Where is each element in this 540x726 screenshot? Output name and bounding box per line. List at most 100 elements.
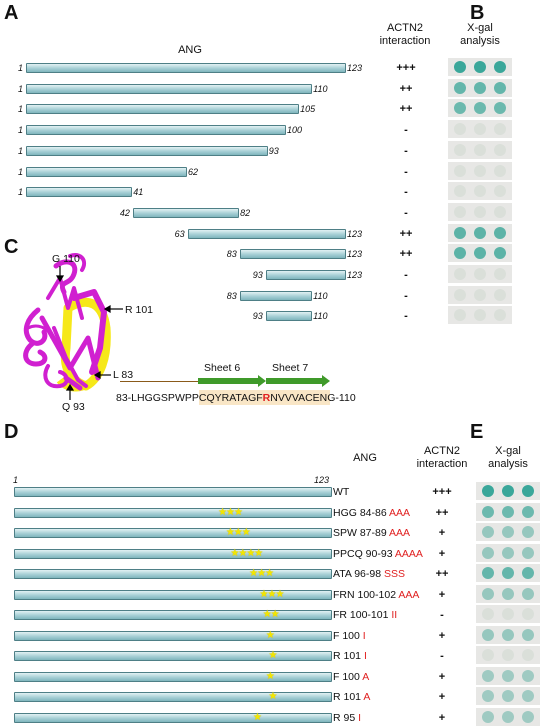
xgal-header-line2: analysis [460,35,500,47]
mutant-bar [14,590,332,600]
construct-end-label: 62 [188,167,199,177]
xgal-row [476,605,540,623]
xgal-spot [502,506,514,518]
xgal-row [476,482,540,500]
xgal-spot [502,670,514,682]
interaction-header-line2: interaction [379,35,431,47]
interaction-score: - [404,166,408,178]
construct-start-label: 93 [252,270,263,280]
construct-end-label: 123 [347,249,363,259]
construct-bar [26,187,133,197]
xgal-spot [522,608,534,620]
xgal-row [448,141,512,159]
xgal-spot [482,690,494,702]
interaction-score: +++ [432,486,452,498]
interaction-score: - [404,310,408,322]
panel-label-c: C [4,236,19,258]
mutant-substitution: AAA [398,589,420,601]
xgal-spot [482,485,494,497]
construct-start-label: 1 [18,104,24,114]
interaction-score: ++ [399,228,413,240]
mutation-stars: ★ [252,712,262,723]
xgal-spot [474,309,486,321]
mutant-label: ATA 96-98 SSS [333,568,405,580]
xgal-row [476,646,540,664]
xgal-row [476,523,540,541]
xgal-spot [482,629,494,641]
xgal-spot [454,82,466,94]
construct-bar [265,270,346,280]
xgal-spot [482,670,494,682]
mutant-bar [14,508,332,518]
construct-end-label: 100 [287,125,303,135]
mutant-wt: F 100 [333,671,363,683]
panel-a-title: ANG [178,44,202,56]
xgal-spot [502,629,514,641]
xgal-spot [522,670,534,682]
xgal-spot [502,608,514,620]
d-interaction-header-line1: ACTN2 [423,445,461,457]
xgal-row [448,286,512,304]
label-q93: Q 93 [62,401,85,413]
xgal-row [476,708,540,726]
xgal-row [448,265,512,283]
mutant-substitution: SSS [383,568,405,580]
mutant-substitution: AAAA [394,548,423,560]
xgal-spot [474,102,486,114]
interaction-score: - [404,290,408,302]
seq-sheet7: NVVVACEN [270,392,328,404]
xgal-row [476,503,540,521]
construct-bar [187,229,346,239]
mutant-bar [14,528,332,538]
interaction-score: ++ [435,507,449,519]
interaction-score: - [440,650,444,662]
sheet-arrows [198,375,330,387]
axis-start-label: 1 [13,475,19,485]
label-l83: L 83 [113,369,134,381]
xgal-spot [482,506,494,518]
construct-end-label: 93 [268,146,279,156]
xgal-spot [482,526,494,538]
xgal-spot [482,588,494,600]
xgal-spot [454,227,466,239]
mutation-stars: ★★★ [259,589,285,600]
sheet6-label: Sheet 6 [204,362,241,374]
xgal-row [476,544,540,562]
construct-start-label: 1 [18,146,24,156]
construct-start-label: 83 [226,291,237,301]
construct-end-label: 123 [347,229,363,239]
interaction-score: + [438,691,446,703]
construct-bar [26,104,300,114]
xgal-spot [502,588,514,600]
xgal-spot [474,289,486,301]
mutant-wt: WT [333,486,350,498]
protein-structure-image [23,253,123,400]
mutant-bar [14,610,332,620]
xgal-spot [474,82,486,94]
sheet6-arrow [198,375,266,387]
construct-end-label: 41 [133,187,144,197]
sequence-line [120,381,200,382]
construct-bar [26,63,346,73]
sheet6-highlight [199,390,266,405]
construct-bar [26,146,268,156]
xgal-spot [494,61,506,73]
mutant-label: WT [333,486,349,498]
xgal-spot [454,289,466,301]
xgal-spot [454,144,466,156]
interaction-score: - [404,186,408,198]
xgal-row [448,224,512,242]
xgal-spot [482,649,494,661]
construct-start-label: 1 [18,125,24,135]
xgal-spot [454,309,466,321]
panel-d-title: ANG [353,452,377,464]
mutant-label: R 101 A [333,691,370,703]
construct-bar [26,84,313,94]
mutant-wt: SPW 87-89 [333,527,390,539]
construct-end-label: 105 [300,104,316,114]
mutant-label: F 100 A [333,671,369,683]
axis-end-label: 123 [314,475,330,485]
panel-e-header: X-gal analysis [468,445,540,471]
construct-bar [26,167,187,177]
interaction-score: + [438,589,446,601]
